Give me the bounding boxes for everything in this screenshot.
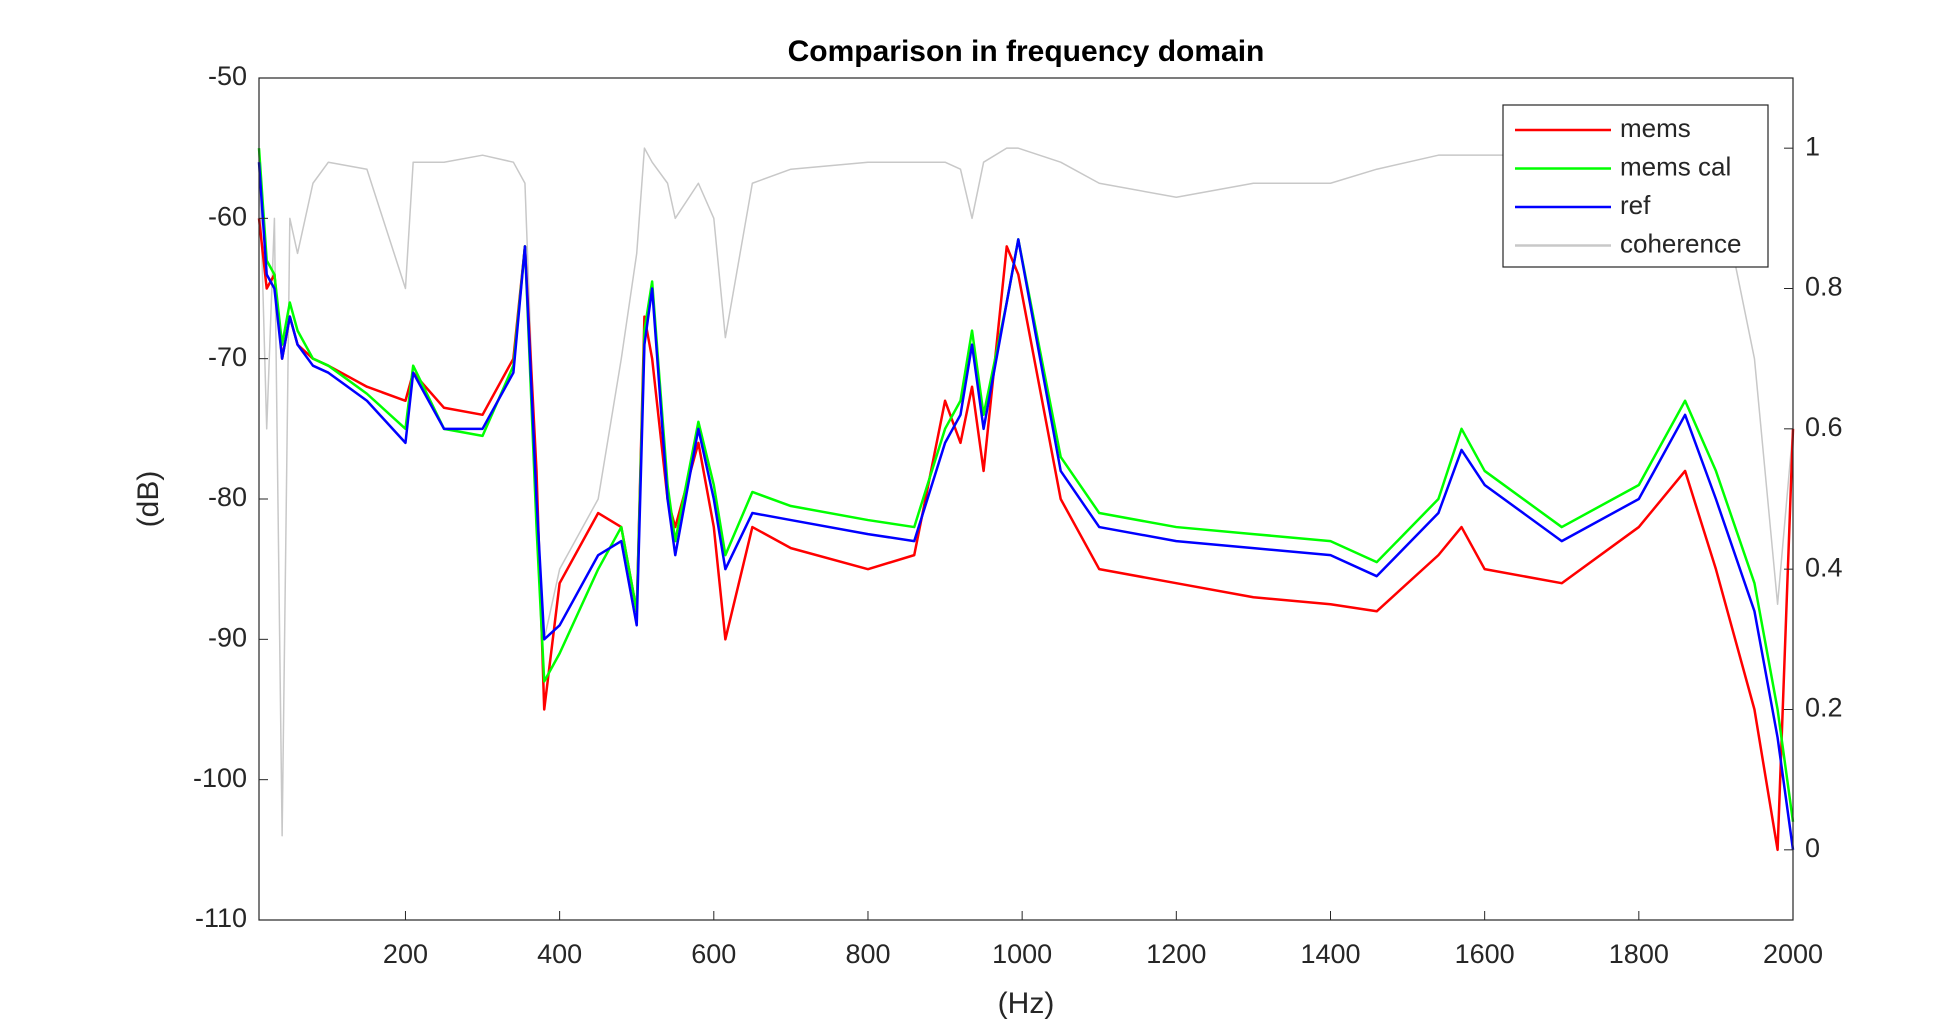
legend-label: coherence — [1620, 228, 1741, 258]
x-tick-label: 1000 — [992, 939, 1052, 969]
y2-tick-label: 1 — [1805, 131, 1820, 161]
x-tick-label: 1200 — [1146, 939, 1206, 969]
y-tick-label: -50 — [208, 61, 247, 91]
y2-tick-label: 0.2 — [1805, 693, 1843, 723]
y-tick-label: -110 — [195, 903, 247, 933]
chart-title: Comparison in frequency domain — [788, 35, 1265, 68]
x-tick-label: 200 — [383, 939, 428, 969]
y-tick-label: -60 — [208, 201, 247, 231]
x-tick-label: 1800 — [1609, 939, 1669, 969]
y2-tick-label: 0.8 — [1805, 272, 1843, 302]
series-line — [258, 147, 1794, 837]
x-tick-label: 1600 — [1455, 939, 1515, 969]
x-tick-label: 2000 — [1763, 939, 1823, 969]
y-tick-label: -80 — [208, 482, 247, 512]
x-tick-label: 400 — [537, 939, 582, 969]
y2-tick-label: 0 — [1805, 833, 1820, 863]
legend-label: mems cal — [1620, 151, 1731, 181]
legend-label: ref — [1620, 190, 1651, 220]
y-tick-label: -100 — [193, 763, 247, 793]
series-line — [257, 148, 1795, 822]
x-axis-label: (Hz) — [998, 987, 1055, 1020]
legend-label: mems — [1620, 113, 1691, 143]
x-tick-label: 800 — [845, 939, 890, 969]
x-tick-label: 600 — [691, 939, 736, 969]
y-tick-label: -70 — [208, 342, 247, 372]
series-line — [257, 162, 1795, 851]
y-tick-label: -90 — [208, 622, 247, 652]
y-axis-label: (dB) — [132, 471, 165, 528]
y2-tick-label: 0.4 — [1805, 552, 1843, 582]
legend-box — [1502, 104, 1769, 268]
x-tick-label: 1400 — [1300, 939, 1360, 969]
series-line — [257, 218, 1795, 852]
y2-tick-label: 0.6 — [1805, 412, 1843, 442]
